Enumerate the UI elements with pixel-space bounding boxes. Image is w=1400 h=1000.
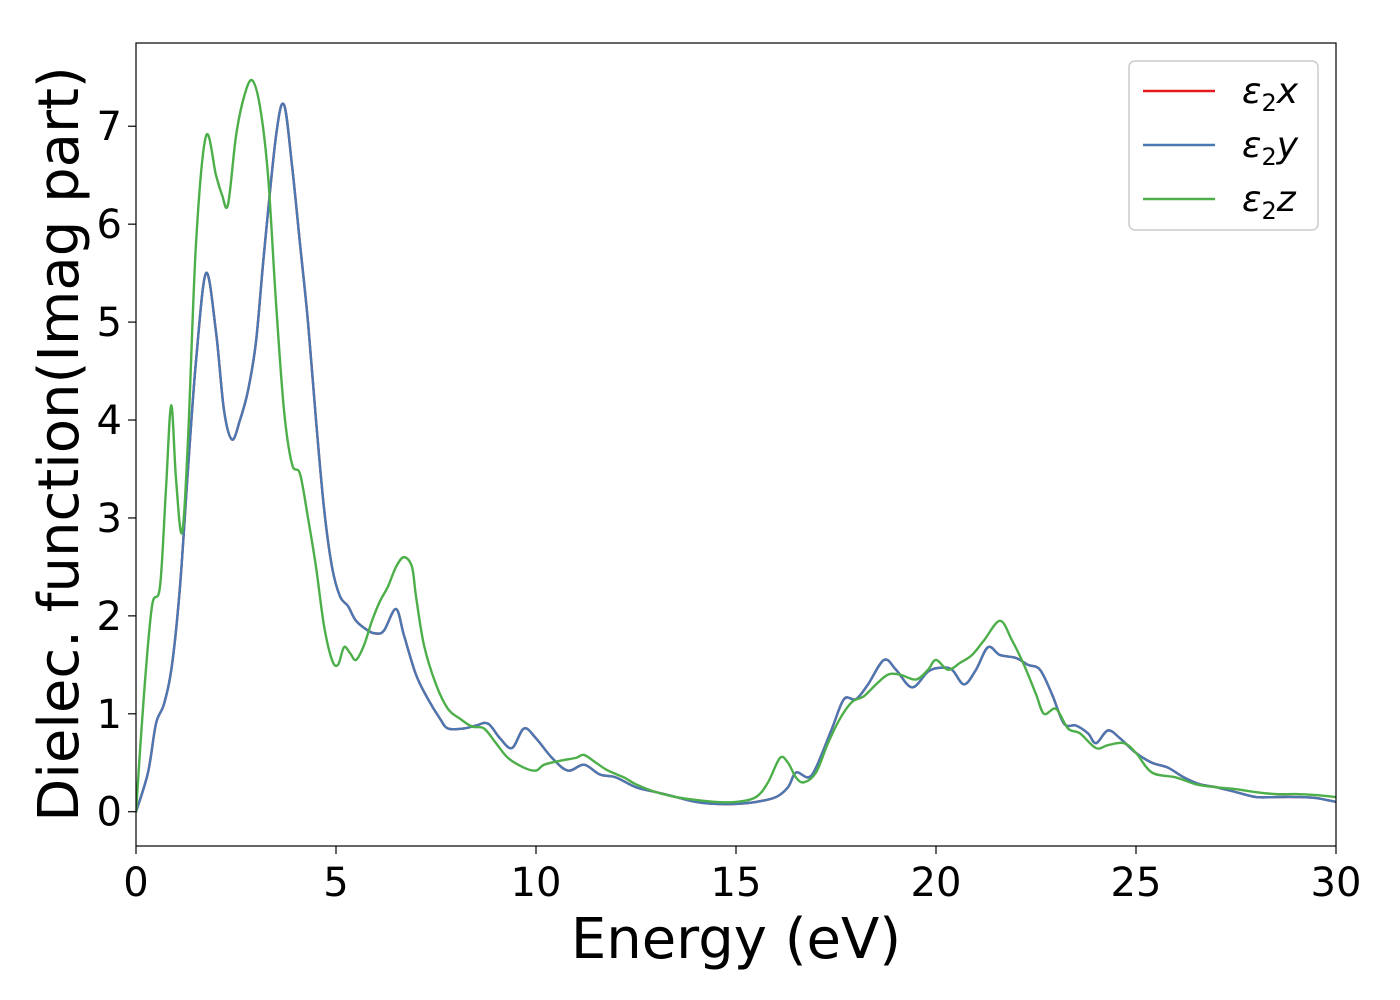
y-tick-label: 7 — [97, 104, 122, 150]
y-tick-label: 3 — [97, 496, 122, 542]
x-tick-label: 10 — [511, 860, 562, 906]
legend-box — [1128, 60, 1319, 231]
x-axis-title: Energy (eV) — [571, 907, 901, 972]
series-line-y — [136, 102, 1336, 813]
y-axis-title: Dielec. function(Imag part) — [27, 66, 92, 822]
x-tick-label: 0 — [123, 860, 148, 906]
y-tick-label: 5 — [97, 300, 122, 346]
legend-label-z: ε2z — [1242, 179, 1297, 225]
y-tick-label: 1 — [97, 692, 122, 738]
y-tick-label: 2 — [97, 594, 122, 640]
x-tick-label: 15 — [711, 860, 762, 906]
x-tick-label: 20 — [911, 860, 962, 906]
x-axis: 0 5 10 15 20 25 30 — [123, 846, 1361, 906]
legend-label-x: ε2x — [1242, 71, 1299, 117]
y-tick-label: 4 — [97, 398, 122, 444]
legend-label-y: ε2y — [1242, 125, 1299, 171]
y-axis: 0 1 2 3 4 5 6 7 — [97, 104, 136, 836]
y-tick-label: 6 — [97, 202, 122, 248]
series-layer — [136, 78, 1336, 813]
y-tick-label: 0 — [97, 790, 122, 836]
x-tick-label: 25 — [1111, 860, 1162, 906]
x-tick-label: 30 — [1311, 860, 1362, 906]
legend: ε2x ε2y ε2z — [1128, 60, 1319, 231]
series-line-z — [136, 78, 1336, 813]
x-tick-label: 5 — [323, 860, 348, 906]
